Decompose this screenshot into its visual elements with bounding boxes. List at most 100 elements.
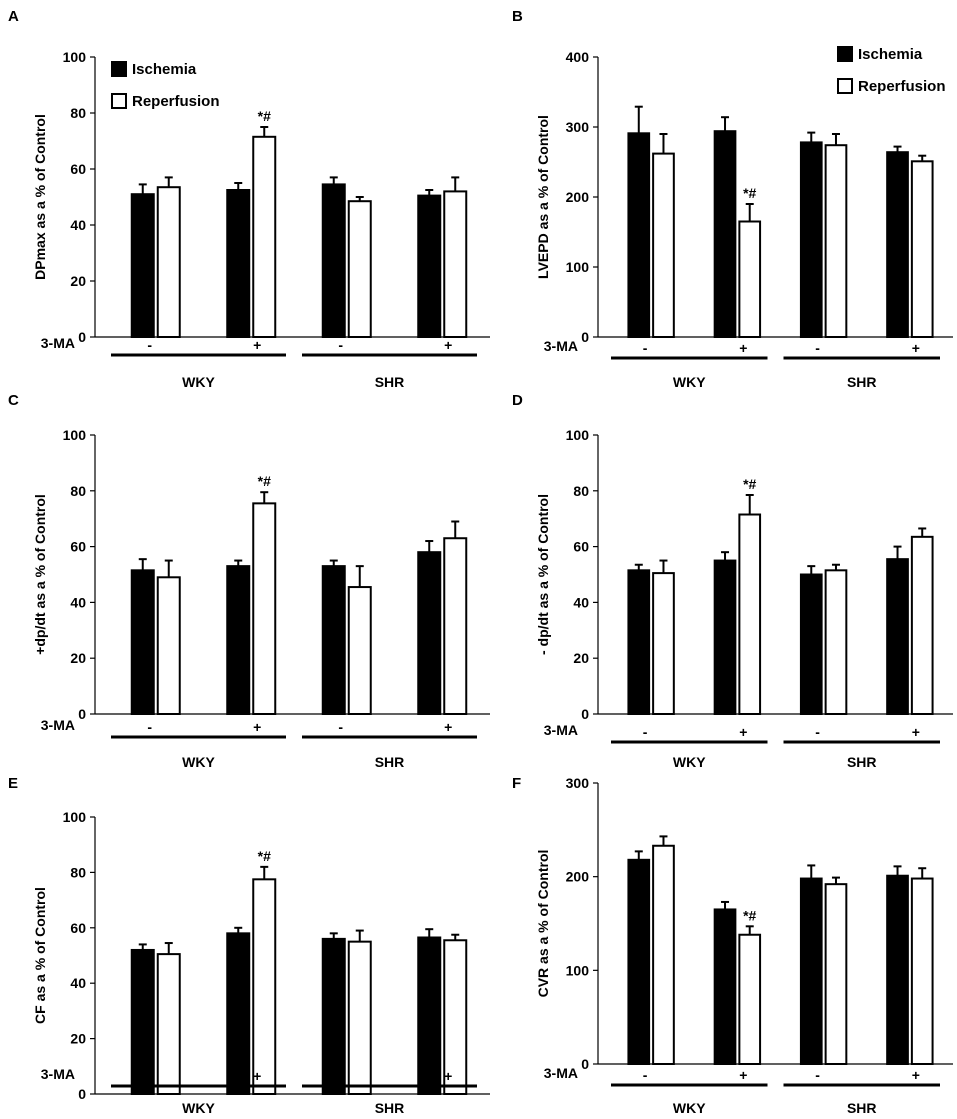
group-label: WKY — [182, 374, 215, 390]
panel-label-d: D — [512, 392, 523, 409]
series-reperfusion — [156, 865, 468, 1096]
panel-e: E 0 20 40 60 80 100 CF as a % of Control *# 3-MA -… — [8, 775, 490, 1116]
y-tick-label: 60 — [573, 539, 589, 555]
bar — [321, 183, 346, 338]
bar — [226, 189, 251, 338]
bar — [443, 939, 468, 1096]
bar — [886, 558, 909, 716]
y-tick-label: 80 — [70, 483, 86, 499]
panel-label-b: B — [512, 8, 523, 25]
legend-label: Reperfusion — [858, 78, 946, 95]
condition-value: - — [815, 1067, 820, 1083]
bar — [347, 200, 372, 338]
bar — [417, 936, 442, 1095]
y-tick-label: 0 — [581, 706, 589, 722]
bar — [713, 908, 737, 1066]
y-tick-label: 200 — [566, 869, 590, 885]
bar — [627, 569, 651, 715]
condition-value: + — [253, 719, 261, 735]
y-axis-title: DPmax as a % of Control — [32, 114, 48, 280]
bar — [886, 874, 909, 1065]
condition-value: - — [815, 340, 820, 356]
panel-c: C 0 20 40 60 80 100 +dp/dt as a % of Control *# 3… — [8, 392, 490, 770]
bar — [910, 535, 934, 716]
bar — [321, 937, 346, 1095]
y-tick-label: 0 — [78, 1086, 86, 1102]
bar — [824, 144, 848, 338]
panel-label-f: F — [512, 775, 521, 792]
panel-b: B 0 100 200 300 400 LVEPD as a % of Control *# 3… — [512, 8, 953, 390]
condition-value: - — [338, 1068, 343, 1084]
group-label: SHR — [847, 1100, 877, 1116]
y-axis-title: LVEPD as a % of Control — [535, 115, 551, 279]
bar — [652, 844, 675, 1065]
y-tick-label: 20 — [70, 273, 86, 289]
series-ischemia — [130, 540, 442, 715]
bar — [713, 559, 737, 715]
condition-value: - — [643, 724, 648, 740]
y-tick-label: 100 — [566, 259, 590, 275]
bar — [910, 160, 934, 338]
y-tick-label: 40 — [573, 594, 589, 610]
bar — [130, 193, 155, 338]
bar — [226, 932, 251, 1096]
bar — [347, 940, 372, 1096]
group-label: WKY — [182, 754, 215, 770]
series-reperfusion — [156, 491, 468, 716]
bar — [156, 953, 181, 1095]
legend: Ischemia Reperfusion — [837, 46, 946, 95]
condition-value: - — [147, 1068, 152, 1084]
significance-annotation: *# — [258, 473, 271, 489]
group-label: WKY — [182, 1100, 215, 1116]
condition-value: + — [912, 1067, 920, 1083]
condition-value: + — [444, 337, 452, 353]
condition-value: - — [147, 719, 152, 735]
bar — [652, 152, 675, 338]
group-label: SHR — [375, 754, 405, 770]
series-reperfusion — [652, 133, 934, 338]
y-tick-label: 200 — [566, 189, 590, 205]
y-tick-label: 300 — [566, 119, 590, 135]
y-tick-label: 40 — [70, 594, 86, 610]
series-reperfusion — [652, 493, 934, 716]
y-tick-label: 60 — [70, 539, 86, 555]
condition-value: - — [147, 337, 152, 353]
bar — [886, 151, 909, 338]
legend: Ischemia Reperfusion — [111, 61, 220, 110]
y-tick-label: 80 — [573, 483, 589, 499]
condition-value: + — [444, 719, 452, 735]
bar — [226, 565, 251, 715]
bar — [417, 194, 442, 338]
y-tick-label: 100 — [566, 962, 590, 978]
significance-annotation: *# — [258, 848, 271, 864]
condition-value: + — [912, 340, 920, 356]
series-ischemia — [130, 176, 442, 338]
y-tick-label: 0 — [581, 1056, 589, 1072]
series-ischemia — [130, 926, 442, 1096]
bar — [799, 877, 823, 1065]
y-tick-label: 80 — [70, 105, 86, 121]
series-ischemia — [627, 105, 909, 338]
series-reperfusion — [652, 835, 934, 1065]
y-axis-title: CF as a % of Control — [32, 887, 48, 1024]
y-tick-label: 100 — [566, 427, 590, 443]
panel-f: F 0 100 200 300 CVR as a % of Control *# 3-MA - +… — [512, 775, 953, 1116]
legend-swatch — [111, 93, 127, 109]
bar — [824, 569, 848, 715]
bar — [252, 135, 277, 338]
bar — [156, 186, 181, 338]
bar — [738, 933, 762, 1065]
condition-value: + — [253, 337, 261, 353]
group-label: SHR — [375, 1100, 405, 1116]
legend-swatch — [111, 61, 127, 77]
panel-label-a: A — [8, 8, 19, 25]
bar — [738, 220, 762, 338]
group-label: SHR — [375, 374, 405, 390]
group-label: WKY — [673, 374, 706, 390]
bar — [130, 948, 155, 1096]
bar — [627, 132, 651, 338]
y-tick-label: 20 — [70, 1031, 86, 1047]
condition-value: - — [815, 724, 820, 740]
y-tick-label: 0 — [581, 329, 589, 345]
